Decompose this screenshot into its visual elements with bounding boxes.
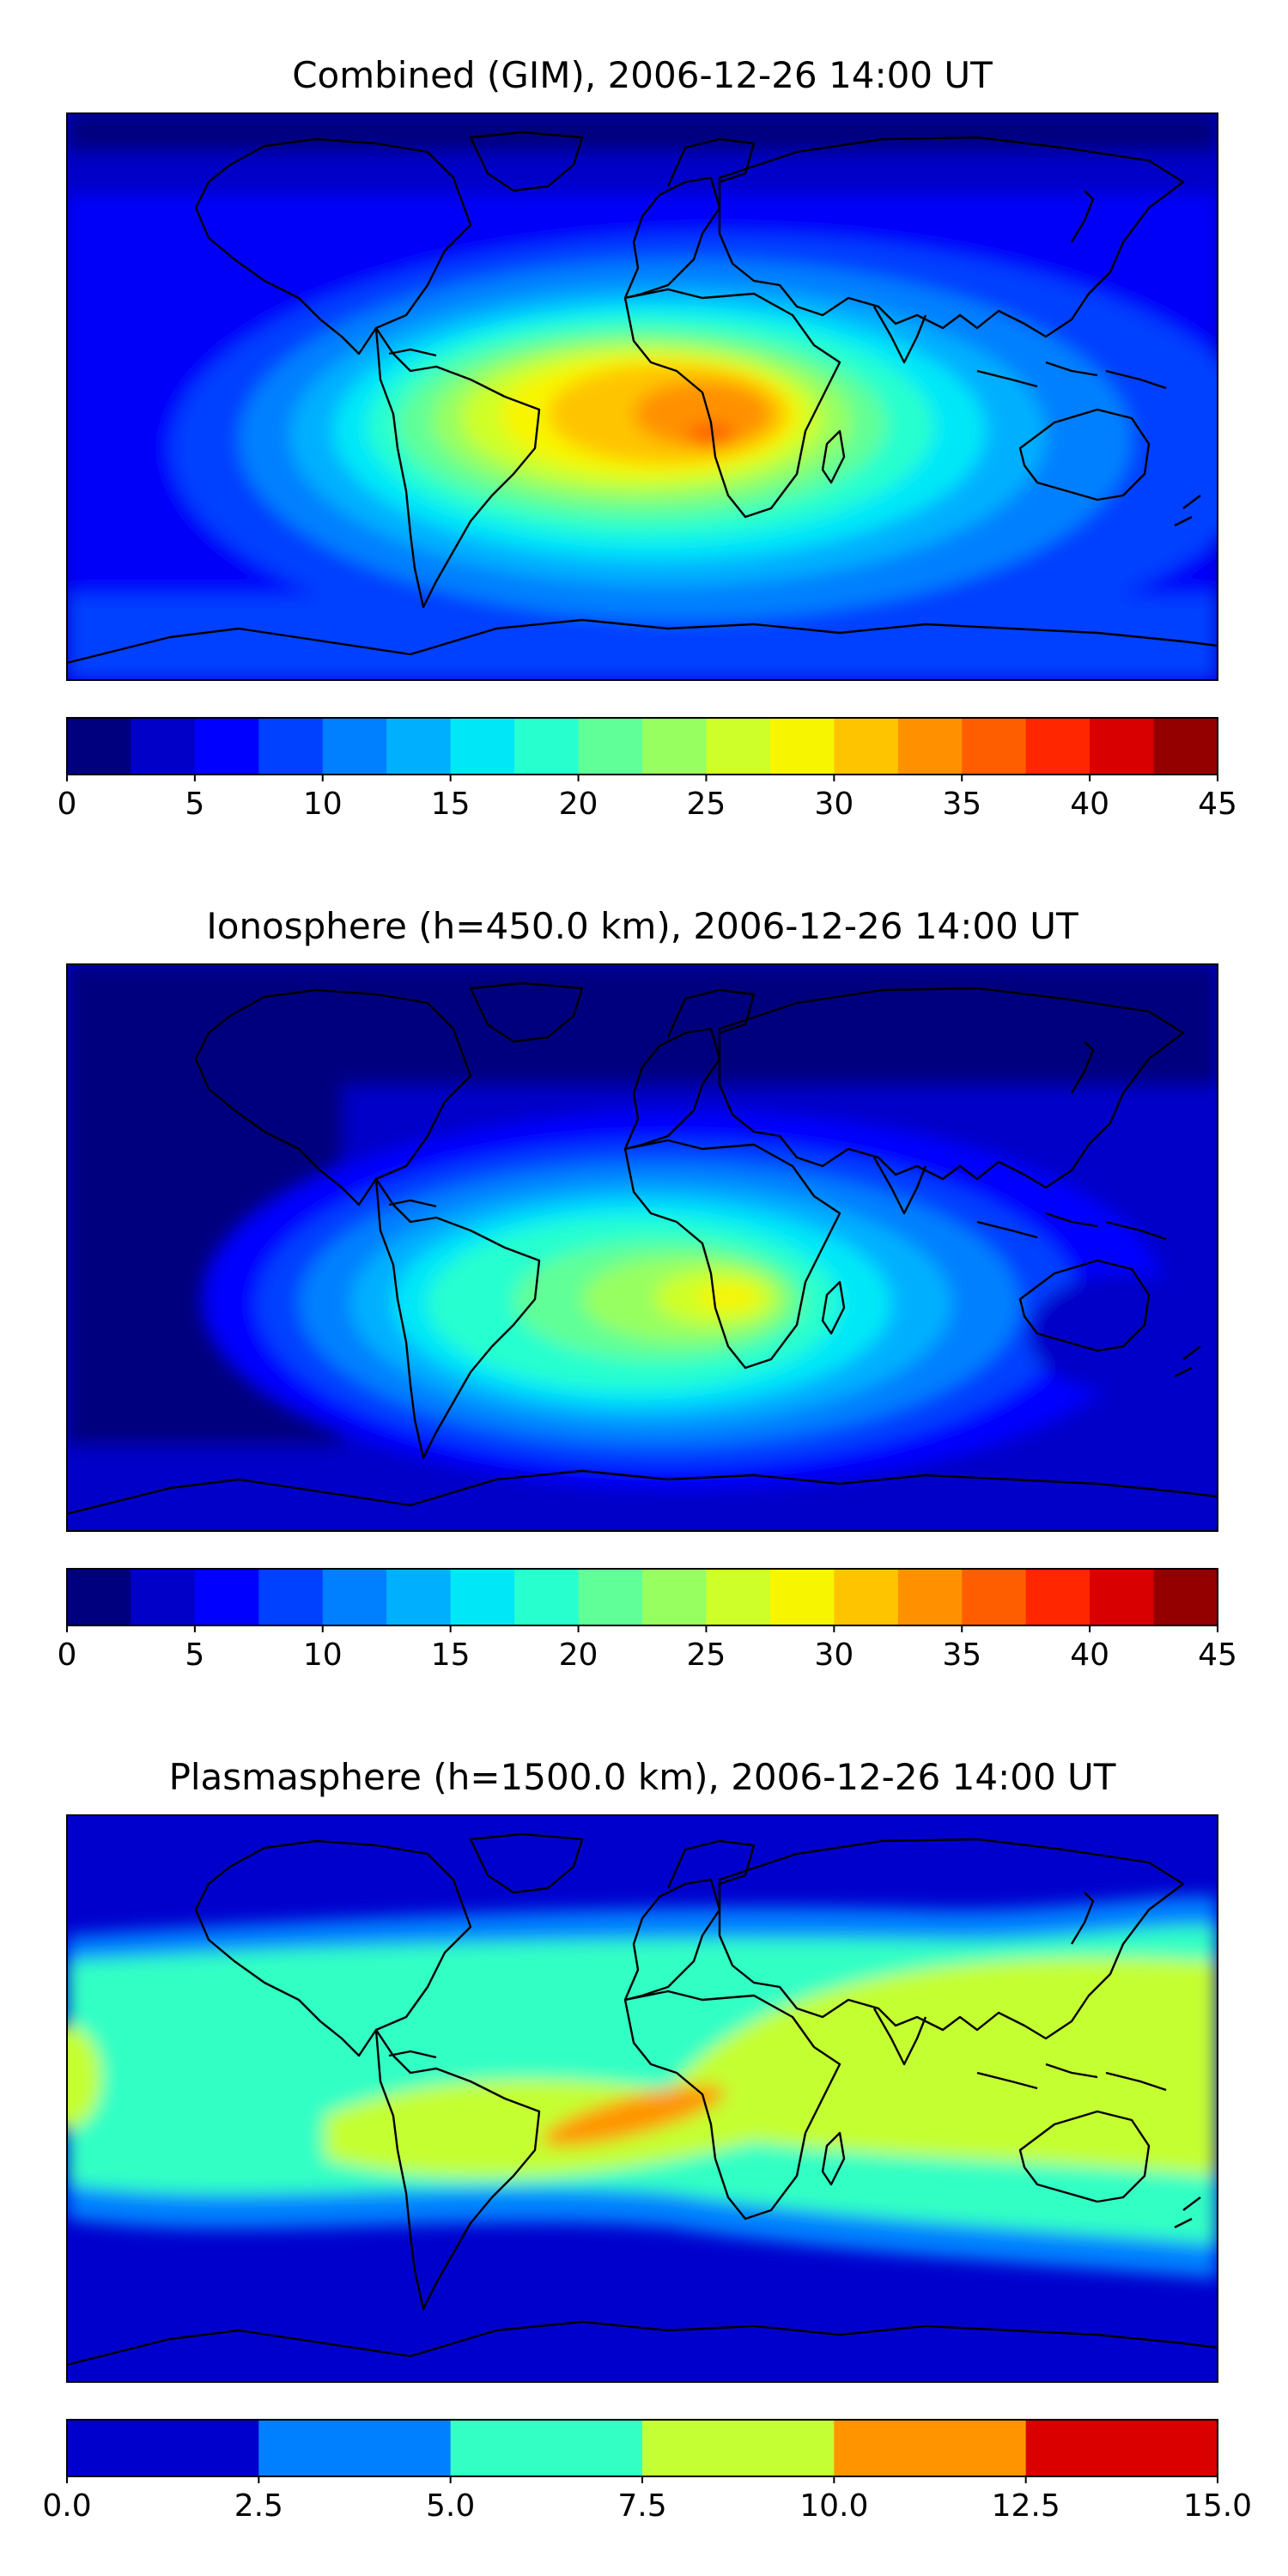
colorbar-segment: [386, 1569, 452, 1625]
colorbar-segment: [834, 2420, 1027, 2476]
colorbar: 0.0 2.5 5.0 7.5 10.0 12.5 15.0: [42, 2419, 1252, 2524]
map-area: [67, 113, 1218, 680]
colorbar-segment: [962, 718, 1027, 775]
colorbar-segment: [131, 1569, 196, 1625]
colorbar-tick-label: 25: [687, 787, 726, 822]
colorbar-segment: [834, 718, 899, 775]
colorbar-tick-label: 12.5: [992, 2488, 1060, 2524]
colorbar-segment: [642, 1569, 708, 1625]
colorbar-segment: [450, 718, 515, 775]
colorbar-tick-label: 15: [431, 787, 471, 822]
colorbar-segment: [131, 718, 196, 775]
colorbar-segment: [578, 718, 643, 775]
panel-title: Ionosphere (h=450.0 km), 2006-12-26 14:0…: [206, 905, 1078, 947]
colorbar-segment: [642, 2420, 835, 2476]
colorbar-segment: [706, 718, 771, 775]
colorbar-tick-label: 10: [303, 1637, 343, 1673]
panel-combined: Combined (GIM), 2006-12-26 14:00 UT: [58, 54, 1237, 822]
colorbar-tick-label: 15.0: [1183, 2488, 1252, 2524]
panel-plasmasphere: Plasmasphere (h=1500.0 km), 2006-12-26 1…: [42, 1756, 1252, 2524]
colorbar-segment: [514, 1569, 580, 1625]
colorbar-segment: [1153, 1569, 1218, 1625]
colorbar: 0 5 10 15 20 25 30 35 40 45: [58, 1568, 1237, 1673]
colorbar-frame: [66, 1568, 1218, 1626]
colorbar: 0 5 10 15 20 25 30 35 40 45: [58, 717, 1237, 822]
colorbar-tick-label: 2.5: [234, 2488, 283, 2524]
colorbar-tick-label: 35: [942, 787, 981, 822]
colorbar-segment: [1153, 718, 1218, 775]
colorbar-segment: [194, 1569, 259, 1625]
colorbar-segment: [962, 1569, 1027, 1625]
colorbar-segment: [258, 718, 324, 775]
colorbar-segment: [1025, 2420, 1218, 2476]
colorbar-segment: [322, 1569, 387, 1625]
colorbar-segment: [1025, 718, 1091, 775]
colorbar-tick-label: 5: [185, 1637, 204, 1673]
colorbar-segment: [322, 718, 387, 775]
colorbar-tick-label: 15: [431, 1637, 471, 1673]
colorbar-segment: [642, 718, 708, 775]
colorbar-tick-label: 0: [58, 787, 77, 822]
colorbar-segment: [897, 718, 963, 775]
map-area: [67, 1815, 1218, 2382]
colorbar-segment: [578, 1569, 643, 1625]
colorbar-segment: [769, 718, 835, 775]
colorbar-segment: [67, 718, 132, 775]
colorbar-tick-label: 5.0: [426, 2488, 475, 2524]
colorbar-segment: [67, 1569, 132, 1625]
colorbar-segment: [450, 2420, 643, 2476]
colorbar-segment: [258, 1569, 324, 1625]
colorbar-segment: [897, 1569, 963, 1625]
colorbar-tick-label: 40: [1070, 1637, 1109, 1673]
colorbar-tick-label: 20: [559, 787, 598, 822]
contour-field: [67, 113, 1218, 680]
colorbar-tick-label: 40: [1070, 787, 1109, 822]
colorbar-tick-label: 7.5: [617, 2488, 666, 2524]
colorbar-segment: [769, 1569, 835, 1625]
colorbar-segment: [258, 2420, 452, 2476]
map-frame: [66, 1814, 1218, 2383]
panel-title: Combined (GIM), 2006-12-26 14:00 UT: [292, 54, 993, 96]
colorbar-tick-label: 45: [1198, 787, 1237, 822]
colorbar-segment: [194, 718, 259, 775]
colorbar-segment: [1090, 718, 1155, 775]
colorbar-tick-label: 0: [58, 1637, 77, 1673]
panel-ionosphere: Ionosphere (h=450.0 km), 2006-12-26 14:0…: [58, 905, 1237, 1673]
colorbar-tick-label: 30: [814, 1637, 854, 1673]
panel-title: Plasmasphere (h=1500.0 km), 2006-12-26 1…: [169, 1756, 1116, 1798]
colorbar-segment: [1025, 1569, 1091, 1625]
colorbar-segment: [1090, 1569, 1155, 1625]
colorbar-tick-label: 35: [942, 1637, 981, 1673]
contour-field: [67, 1896, 1218, 2279]
map-area: [67, 964, 1218, 1531]
colorbar-segment: [706, 1569, 771, 1625]
colorbar-tick-label: 10: [303, 787, 343, 822]
colorbar-segment: [67, 2420, 259, 2476]
colorbar-tick-label: 20: [559, 1637, 598, 1673]
colorbar-segment: [834, 1569, 899, 1625]
colorbar-tick-label: 5: [185, 787, 204, 822]
colorbar-tick-label: 25: [687, 1637, 726, 1673]
colorbar-tick-label: 30: [814, 787, 854, 822]
colorbar-tick-label: 10.0: [799, 2488, 868, 2524]
map-frame: [66, 112, 1218, 681]
colorbar-segment: [514, 718, 580, 775]
map-frame: [66, 963, 1218, 1532]
colorbar-segment: [386, 718, 452, 775]
colorbar-tick-label: 0.0: [42, 2488, 91, 2524]
colorbar-frame: [66, 717, 1218, 775]
colorbar-tick-label: 45: [1198, 1637, 1237, 1673]
contour-field: [67, 964, 1218, 1531]
colorbar-segment: [450, 1569, 515, 1625]
